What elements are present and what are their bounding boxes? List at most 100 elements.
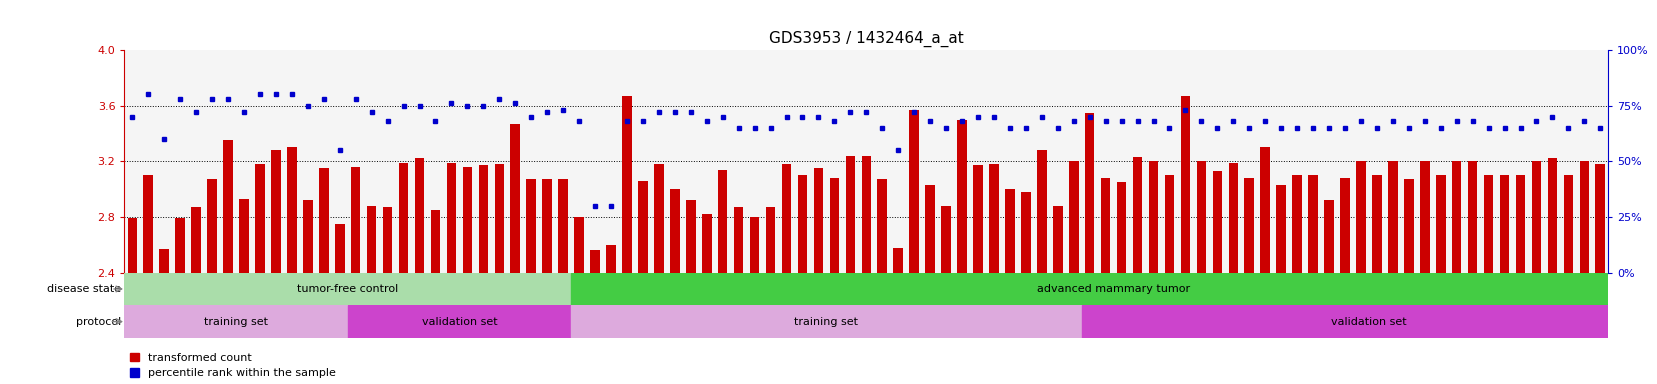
Bar: [1163, 175, 1173, 273]
Bar: [1514, 175, 1524, 273]
Bar: [1372, 175, 1380, 273]
Bar: [1021, 192, 1031, 273]
Bar: [351, 167, 360, 273]
Bar: [1196, 161, 1205, 273]
Bar: [431, 210, 441, 273]
Bar: [1483, 175, 1493, 273]
Bar: [797, 175, 807, 273]
Bar: [828, 178, 838, 273]
Text: training set: training set: [204, 316, 268, 327]
Bar: [621, 96, 631, 273]
Bar: [590, 250, 600, 273]
Bar: [1080, 305, 1655, 338]
Bar: [1355, 161, 1365, 273]
Bar: [124, 305, 348, 338]
Bar: [973, 166, 983, 273]
Bar: [1546, 159, 1556, 273]
Bar: [1594, 164, 1604, 273]
Bar: [1132, 157, 1142, 273]
Bar: [1500, 175, 1508, 273]
Bar: [941, 206, 951, 273]
Text: validation set: validation set: [1331, 316, 1405, 327]
Text: training set: training set: [794, 316, 858, 327]
Bar: [159, 249, 169, 273]
Bar: [176, 218, 186, 273]
Bar: [766, 207, 775, 273]
Bar: [287, 147, 297, 273]
Bar: [128, 218, 138, 273]
Bar: [1180, 96, 1190, 273]
Bar: [303, 200, 313, 273]
Bar: [925, 185, 935, 273]
Bar: [573, 217, 583, 273]
Bar: [780, 164, 790, 273]
Text: GDS3953 / 1432464_a_at: GDS3953 / 1432464_a_at: [769, 31, 963, 47]
Text: tumor-free control: tumor-free control: [297, 284, 398, 294]
Bar: [144, 175, 152, 273]
Bar: [1435, 175, 1445, 273]
Bar: [1084, 113, 1094, 273]
Bar: [749, 217, 759, 273]
Legend: transformed count, percentile rank within the sample: transformed count, percentile rank withi…: [129, 353, 335, 379]
Bar: [1466, 161, 1476, 273]
Bar: [335, 224, 345, 273]
Bar: [1244, 178, 1253, 273]
Bar: [1259, 147, 1269, 273]
Bar: [893, 248, 903, 273]
Bar: [655, 164, 663, 273]
Bar: [956, 119, 966, 273]
Bar: [1563, 175, 1572, 273]
Bar: [1228, 163, 1238, 273]
Bar: [877, 179, 886, 273]
Bar: [414, 159, 424, 273]
Bar: [124, 273, 570, 305]
Bar: [717, 170, 727, 273]
Bar: [845, 156, 855, 273]
Text: validation set: validation set: [421, 316, 497, 327]
Bar: [239, 199, 249, 273]
Bar: [1307, 175, 1317, 273]
Bar: [862, 156, 870, 273]
Bar: [494, 164, 504, 273]
Bar: [1117, 182, 1125, 273]
Bar: [1069, 161, 1077, 273]
Bar: [510, 124, 520, 273]
Bar: [1100, 178, 1110, 273]
Bar: [570, 273, 1655, 305]
Bar: [1324, 200, 1332, 273]
Bar: [606, 245, 615, 273]
Bar: [570, 305, 1080, 338]
Bar: [1052, 206, 1062, 273]
Bar: [383, 207, 393, 273]
Bar: [1004, 189, 1014, 273]
Bar: [1531, 161, 1541, 273]
Bar: [1418, 161, 1428, 273]
Bar: [1148, 161, 1158, 273]
Bar: [1339, 178, 1349, 273]
Bar: [272, 150, 280, 273]
Bar: [908, 110, 918, 273]
Bar: [348, 305, 570, 338]
Bar: [1452, 161, 1460, 273]
Bar: [701, 214, 711, 273]
Bar: [479, 166, 487, 273]
Bar: [366, 206, 376, 273]
Bar: [638, 181, 648, 273]
Bar: [1276, 185, 1286, 273]
Bar: [1211, 171, 1221, 273]
Bar: [814, 168, 824, 273]
Bar: [669, 189, 679, 273]
Bar: [734, 207, 742, 273]
Bar: [191, 207, 200, 273]
Bar: [558, 179, 568, 273]
Bar: [318, 168, 328, 273]
Bar: [1579, 161, 1587, 273]
Bar: [462, 167, 472, 273]
Text: protocol: protocol: [76, 316, 121, 327]
Bar: [446, 163, 456, 273]
Bar: [224, 141, 232, 273]
Bar: [207, 179, 217, 273]
Bar: [542, 179, 552, 273]
Bar: [399, 163, 408, 273]
Bar: [1036, 150, 1046, 273]
